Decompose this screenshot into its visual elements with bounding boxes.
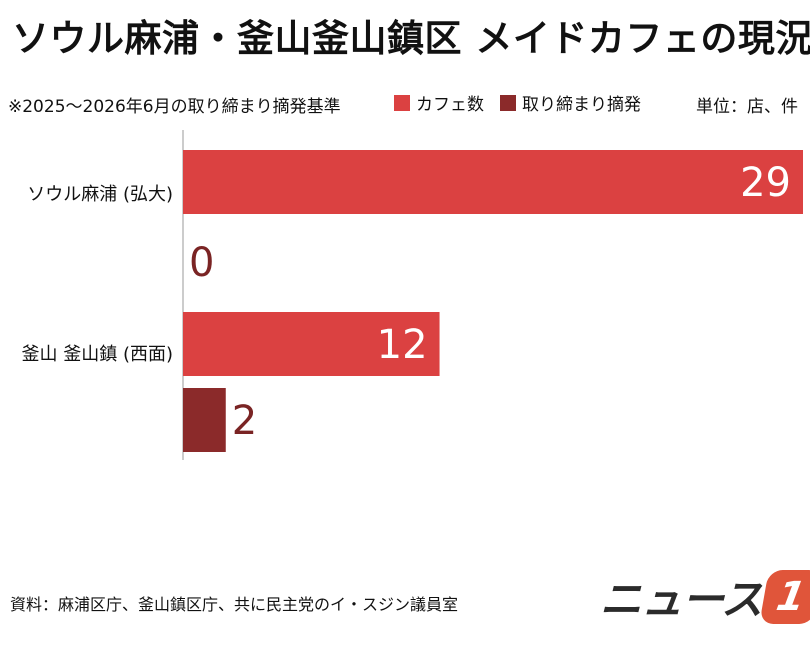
source-note: 資料：麻浦区庁、釜山鎮区庁、共に民主党のイ・スジン議員室 xyxy=(10,595,459,614)
legend-swatch-enforcement xyxy=(500,94,516,111)
data-label: 0 xyxy=(189,240,214,286)
bar-chart: ソウル麻浦 (弘大) 29 0 釜山 釜山鎮 (西面) 12 2 xyxy=(22,130,803,460)
legend: カフェ数 取り締まり摘発 xyxy=(394,90,657,115)
bar-cafes xyxy=(183,150,803,214)
bar-enforcement xyxy=(183,388,226,452)
unit-label: 単位：店、件 xyxy=(696,97,798,117)
data-label: 29 xyxy=(740,160,791,206)
legend-item-enforcement: 取り締まり摘発 xyxy=(500,90,641,115)
data-label: 2 xyxy=(232,398,257,444)
category-label: ソウル麻浦 (弘大) xyxy=(27,184,173,205)
legend-swatch-cafes xyxy=(394,94,410,111)
legend-item-cafes: カフェ数 xyxy=(394,90,484,115)
legend-label-cafes: カフェ数 xyxy=(416,95,484,115)
logo-badge-number: 1 xyxy=(772,573,809,620)
logo-text: ニュース xyxy=(600,575,763,624)
category-label: 釜山 釜山鎮 (西面) xyxy=(22,344,174,365)
news1-logo: ニュース 1 xyxy=(600,566,810,627)
data-label: 12 xyxy=(377,322,428,368)
chart-subtitle: ※2025〜2026年6月の取り締まり摘発基準 xyxy=(8,97,341,117)
legend-label-enforcement: 取り締まり摘発 xyxy=(522,95,641,115)
bar-cafes xyxy=(183,312,440,376)
chart-title: ソウル麻浦・釜山釜山鎮区 メイドカフェの現況 xyxy=(12,17,810,60)
logo-badge: 1 xyxy=(759,569,810,624)
